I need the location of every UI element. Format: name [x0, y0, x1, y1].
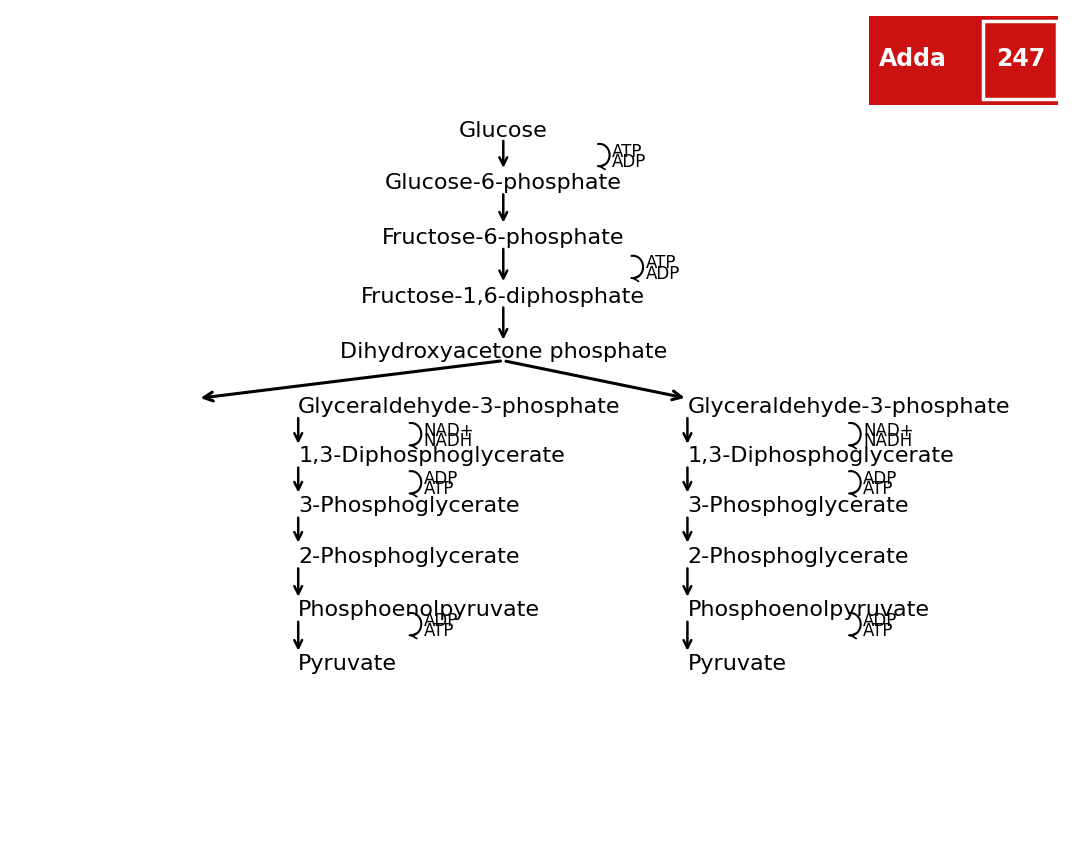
Text: ATP: ATP [423, 621, 455, 639]
FancyBboxPatch shape [869, 17, 1058, 105]
Text: ADP: ADP [863, 469, 897, 487]
FancyBboxPatch shape [983, 22, 1057, 100]
Text: ATP: ATP [863, 479, 893, 498]
Text: Dihydroxyacetone phosphate: Dihydroxyacetone phosphate [339, 342, 667, 361]
Text: NAD+: NAD+ [423, 421, 474, 439]
Text: ATP: ATP [423, 479, 455, 498]
Text: Glyceraldehyde-3-phosphate: Glyceraldehyde-3-phosphate [688, 397, 1010, 417]
Text: ATP: ATP [646, 254, 676, 272]
Text: ADP: ADP [423, 611, 458, 629]
Text: NADH: NADH [423, 431, 473, 450]
Text: 3-Phosphoglycerate: 3-Phosphoglycerate [688, 495, 909, 516]
Text: ADP: ADP [646, 264, 680, 283]
Text: ATP: ATP [863, 621, 893, 639]
Text: 1,3-Diphosphoglycerate: 1,3-Diphosphoglycerate [298, 446, 565, 465]
Text: Phosphoenolpyruvate: Phosphoenolpyruvate [298, 599, 540, 619]
Text: 247: 247 [996, 47, 1045, 72]
Text: Glyceraldehyde-3-phosphate: Glyceraldehyde-3-phosphate [298, 397, 621, 417]
Text: Fructose-1,6-diphosphate: Fructose-1,6-diphosphate [362, 286, 645, 306]
Text: Glucose: Glucose [459, 121, 548, 140]
Text: 2-Phosphoglycerate: 2-Phosphoglycerate [688, 546, 909, 566]
Text: ADP: ADP [423, 469, 458, 487]
Text: ATP: ATP [612, 143, 643, 160]
Text: 1,3-Diphosphoglycerate: 1,3-Diphosphoglycerate [688, 446, 954, 465]
Text: ADP: ADP [612, 153, 647, 170]
Text: NADH: NADH [863, 431, 913, 450]
Text: 2-Phosphoglycerate: 2-Phosphoglycerate [298, 546, 519, 566]
Text: Fructose-6-phosphate: Fructose-6-phosphate [382, 228, 624, 248]
Text: Pyruvate: Pyruvate [688, 653, 786, 674]
Text: 3-Phosphoglycerate: 3-Phosphoglycerate [298, 495, 519, 516]
Text: Phosphoenolpyruvate: Phosphoenolpyruvate [688, 599, 930, 619]
Text: Adda: Adda [879, 47, 947, 72]
Text: NAD+: NAD+ [863, 421, 914, 439]
Text: Glucose-6-phosphate: Glucose-6-phosphate [384, 172, 622, 192]
Text: ADP: ADP [863, 611, 897, 629]
Text: Pyruvate: Pyruvate [298, 653, 397, 674]
